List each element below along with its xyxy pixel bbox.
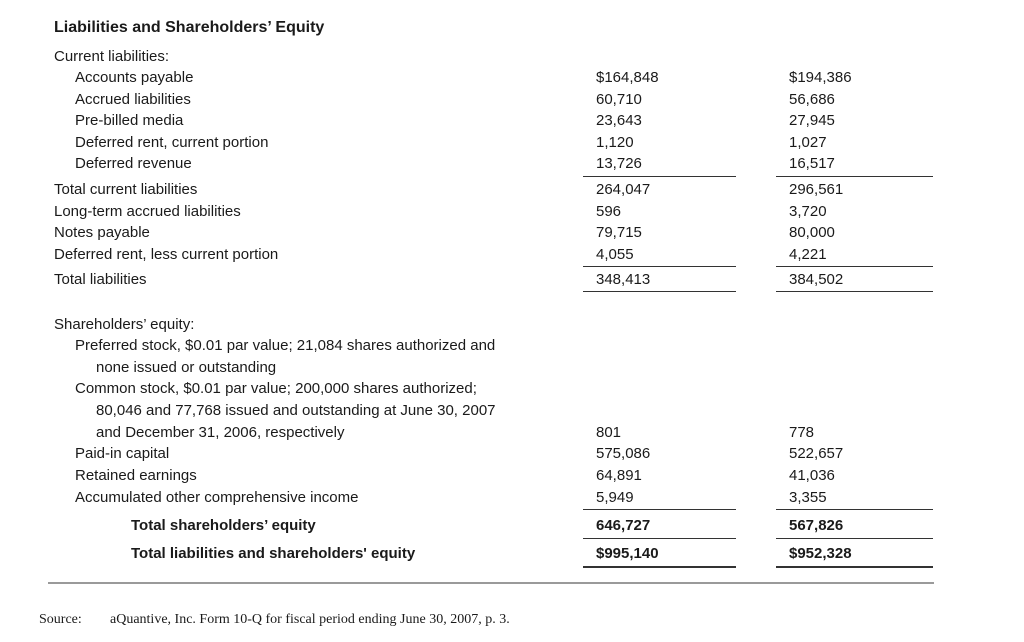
row-value-2007: 801 — [596, 424, 622, 441]
row-value-2006: 41,036 — [789, 467, 835, 484]
row-value-2006: $952,328 — [789, 545, 852, 562]
grand-total-rule — [776, 566, 933, 568]
row-value-2006: 384,502 — [789, 271, 844, 288]
total-rule — [583, 291, 736, 292]
row-value-2006: 3,355 — [789, 489, 827, 506]
row-label-total-equity: Total shareholders’ equity — [131, 517, 316, 534]
row-value-2006: 567,826 — [789, 517, 844, 534]
common-stock-line: 80,046 and 77,768 issued and outstanding… — [96, 402, 496, 419]
row-value-2007: 1,120 — [596, 134, 634, 151]
row-label-total-liabilities: Total liabilities — [54, 271, 147, 288]
row-label-notes-payable: Notes payable — [54, 224, 150, 241]
row-value-2007: 596 — [596, 203, 622, 220]
row-value-2006: 4,221 — [789, 246, 827, 263]
preferred-stock-line: none issued or outstanding — [96, 359, 277, 376]
row-label-total-liabilities-equity: Total liabilities and shareholders' equi… — [131, 545, 416, 562]
row-value-2006: 16,517 — [789, 155, 835, 172]
row-value-2007: 60,710 — [596, 91, 642, 108]
row-label-deferred-rent-current: Deferred rent, current portion — [75, 134, 269, 151]
source-label: Source: — [39, 612, 82, 627]
row-label-retained-earnings: Retained earnings — [75, 467, 197, 484]
common-stock-line: Common stock, $0.01 par value; 200,000 s… — [75, 380, 477, 397]
subtotal-rule — [583, 509, 736, 510]
source-citation: aQuantive, Inc. Form 10-Q for fiscal per… — [110, 612, 510, 627]
row-value-2007: 5,949 — [596, 489, 634, 506]
row-value-2006: 778 — [789, 424, 815, 441]
row-value-2006: 56,686 — [789, 91, 835, 108]
row-value-2006: $194,386 — [789, 69, 852, 86]
subtotal-rule — [583, 538, 736, 539]
row-label-paid-in-capital: Paid-in capital — [75, 445, 170, 462]
row-label-accrued-liabilities: Accrued liabilities — [75, 91, 191, 108]
subtotal-rule — [583, 266, 736, 267]
subtotal-rule — [583, 176, 736, 177]
common-stock-line: and December 31, 2006, respectively — [96, 424, 345, 441]
row-label-deferred-rent-noncurrent: Deferred rent, less current portion — [54, 246, 279, 263]
subtotal-rule — [776, 538, 933, 539]
row-label-aoci: Accumulated other comprehensive income — [75, 489, 359, 506]
total-rule — [776, 291, 933, 292]
row-value-2007: 264,047 — [596, 181, 651, 198]
subtotal-rule — [776, 509, 933, 510]
statement-title: Liabilities and Shareholders’ Equity — [54, 19, 325, 36]
row-value-2007: $164,848 — [596, 69, 659, 86]
row-value-2007: 646,727 — [596, 517, 651, 534]
row-value-2007: $995,140 — [596, 545, 659, 562]
row-value-2006: 27,945 — [789, 112, 835, 129]
row-value-2007: 64,891 — [596, 467, 642, 484]
row-label-pre-billed-media: Pre-billed media — [75, 112, 184, 129]
row-value-2006: 80,000 — [789, 224, 835, 241]
row-value-2006: 1,027 — [789, 134, 827, 151]
grand-total-rule — [583, 566, 736, 568]
row-label-deferred-revenue: Deferred revenue — [75, 155, 192, 172]
row-label-accounts-payable: Accounts payable — [75, 69, 194, 86]
row-value-2007: 575,086 — [596, 445, 651, 462]
row-value-2007: 79,715 — [596, 224, 642, 241]
row-label-long-term-accrued: Long-term accrued liabilities — [54, 203, 241, 220]
row-value-2006: 522,657 — [789, 445, 844, 462]
row-value-2006: 296,561 — [789, 181, 844, 198]
row-value-2007: 348,413 — [596, 271, 651, 288]
footer-divider — [48, 582, 934, 584]
row-value-2007: 13,726 — [596, 155, 642, 172]
subtotal-rule — [776, 176, 933, 177]
row-label-total-current-liabilities: Total current liabilities — [54, 181, 198, 198]
preferred-stock-line: Preferred stock, $0.01 par value; 21,084… — [75, 337, 496, 354]
row-value-2007: 23,643 — [596, 112, 642, 129]
subtotal-rule — [776, 266, 933, 267]
current-liabilities-header: Current liabilities: — [54, 48, 170, 65]
equity-header: Shareholders’ equity: — [54, 316, 195, 333]
row-value-2007: 4,055 — [596, 246, 634, 263]
row-value-2006: 3,720 — [789, 203, 827, 220]
